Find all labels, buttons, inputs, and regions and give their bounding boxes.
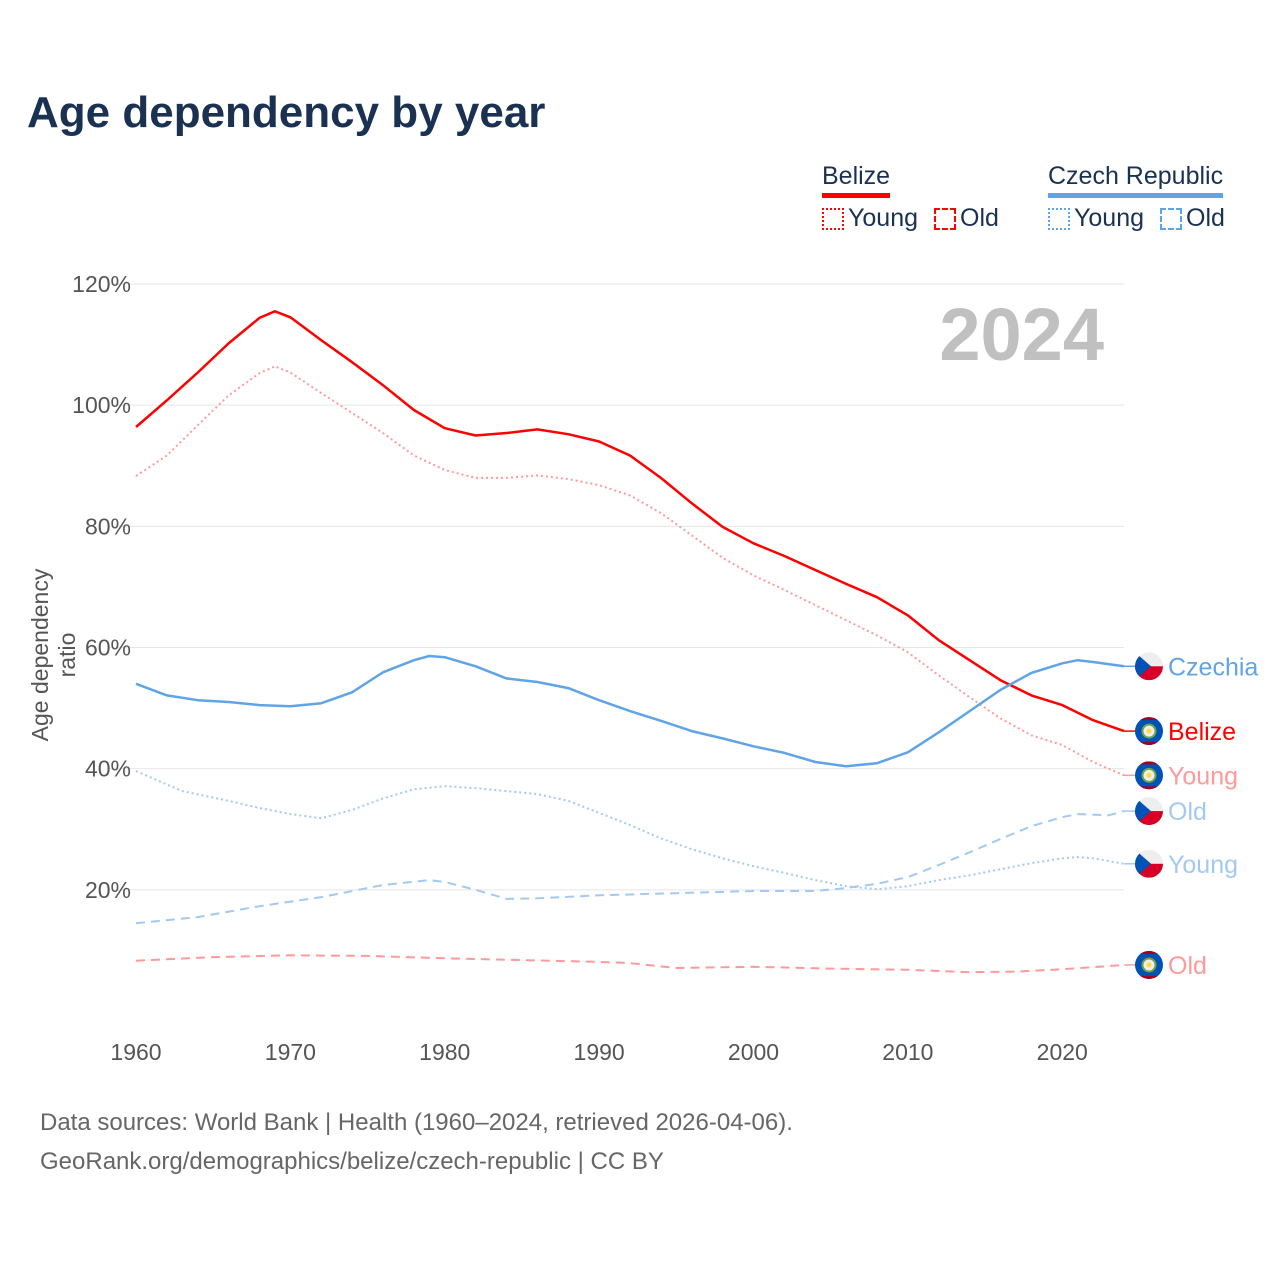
flag-body <box>1135 761 1163 790</box>
flag-emblem-center <box>1146 728 1152 734</box>
legend-label: Old <box>960 204 999 232</box>
flag-top-stripe <box>1135 761 1163 765</box>
flag-bottom-stripe <box>1135 975 1163 979</box>
legend-label: Young <box>1074 204 1144 232</box>
legend-czech-title: Czech Republic <box>1048 162 1224 198</box>
y-tick-label: 80% <box>85 513 131 539</box>
belize-flag-icon <box>1135 950 1163 979</box>
end-label: Czechia <box>1168 653 1258 681</box>
flag-triangle <box>1135 849 1151 878</box>
x-tick-label: 2020 <box>1037 1039 1088 1065</box>
y-axis-label: Age dependency ratio <box>27 568 80 742</box>
czechia-flag-icon <box>1135 797 1163 826</box>
y-tick-label: 120% <box>72 271 131 297</box>
flag-body <box>1135 717 1163 746</box>
y-tick-label: 60% <box>85 635 131 661</box>
x-tick-label: 1990 <box>574 1039 625 1065</box>
flag-bottom-stripe <box>1135 786 1163 790</box>
x-tick-label: 1970 <box>265 1039 316 1065</box>
flag-triangle <box>1135 652 1151 681</box>
highlight-year: 2024 <box>939 293 1104 376</box>
series-line-czechia-old <box>135 810 1125 925</box>
x-tick-label: 1980 <box>419 1039 470 1065</box>
belize-flag-icon <box>1135 761 1163 790</box>
legend-belize-old[interactable]: Old <box>934 204 999 233</box>
legend-label: Old <box>1186 204 1225 232</box>
flag-emblem-center <box>1146 962 1152 968</box>
flag-triangle <box>1135 797 1151 826</box>
legend-belize-title: Belize <box>822 162 891 198</box>
series-line-czechia-young <box>135 770 1125 891</box>
flag-body <box>1135 849 1163 878</box>
x-tick-label: 1960 <box>110 1039 161 1065</box>
dotted-swatch-icon <box>822 207 844 230</box>
flag-body <box>1135 797 1163 826</box>
dotted-swatch-icon <box>1048 207 1070 230</box>
source-link[interactable]: GeoRank.org/demographics/belize/czech-re… <box>40 1148 664 1175</box>
chart-title: Age dependency by year <box>27 88 546 137</box>
legend-czech-old[interactable]: Old <box>1160 204 1225 233</box>
x-tick-label: 2010 <box>882 1039 933 1065</box>
flag-body <box>1135 950 1163 979</box>
y-tick-label: 20% <box>85 877 131 903</box>
dashed-swatch-icon <box>934 207 956 230</box>
flag-emblem-center <box>1146 772 1152 778</box>
end-label: Old <box>1168 952 1207 980</box>
dashed-swatch-icon <box>1160 207 1182 230</box>
source-text: Data sources: World Bank | Health (1960–… <box>40 1109 793 1136</box>
legend-czech-republic[interactable]: Czech Republic Young Old <box>1048 162 1225 233</box>
flag-body <box>1135 652 1163 681</box>
end-label: Old <box>1168 798 1207 826</box>
series-line-czechia <box>135 654 1125 768</box>
y-tick-label: 100% <box>72 392 131 418</box>
czechia-flag-icon <box>1135 849 1163 878</box>
legend-belize-young[interactable]: Young <box>822 204 918 233</box>
end-label: Young <box>1168 762 1238 790</box>
flag-top-stripe <box>1135 950 1163 954</box>
flag-bottom-stripe <box>1135 742 1163 746</box>
belize-flag-icon <box>1135 717 1163 746</box>
y-tick-label: 40% <box>85 756 131 782</box>
flag-top-stripe <box>1135 717 1163 721</box>
czechia-flag-icon <box>1135 652 1163 681</box>
legend-belize[interactable]: Belize Young Old <box>822 162 999 233</box>
series-line-belize-old <box>135 954 1125 974</box>
legend-czech-young[interactable]: Young <box>1048 204 1144 233</box>
end-label: Belize <box>1168 718 1236 746</box>
end-label: Young <box>1168 851 1238 879</box>
series-line-belize-young <box>135 365 1125 777</box>
series-line-belize <box>135 310 1125 733</box>
x-tick-label: 2000 <box>728 1039 779 1065</box>
legend-label: Young <box>848 204 918 232</box>
